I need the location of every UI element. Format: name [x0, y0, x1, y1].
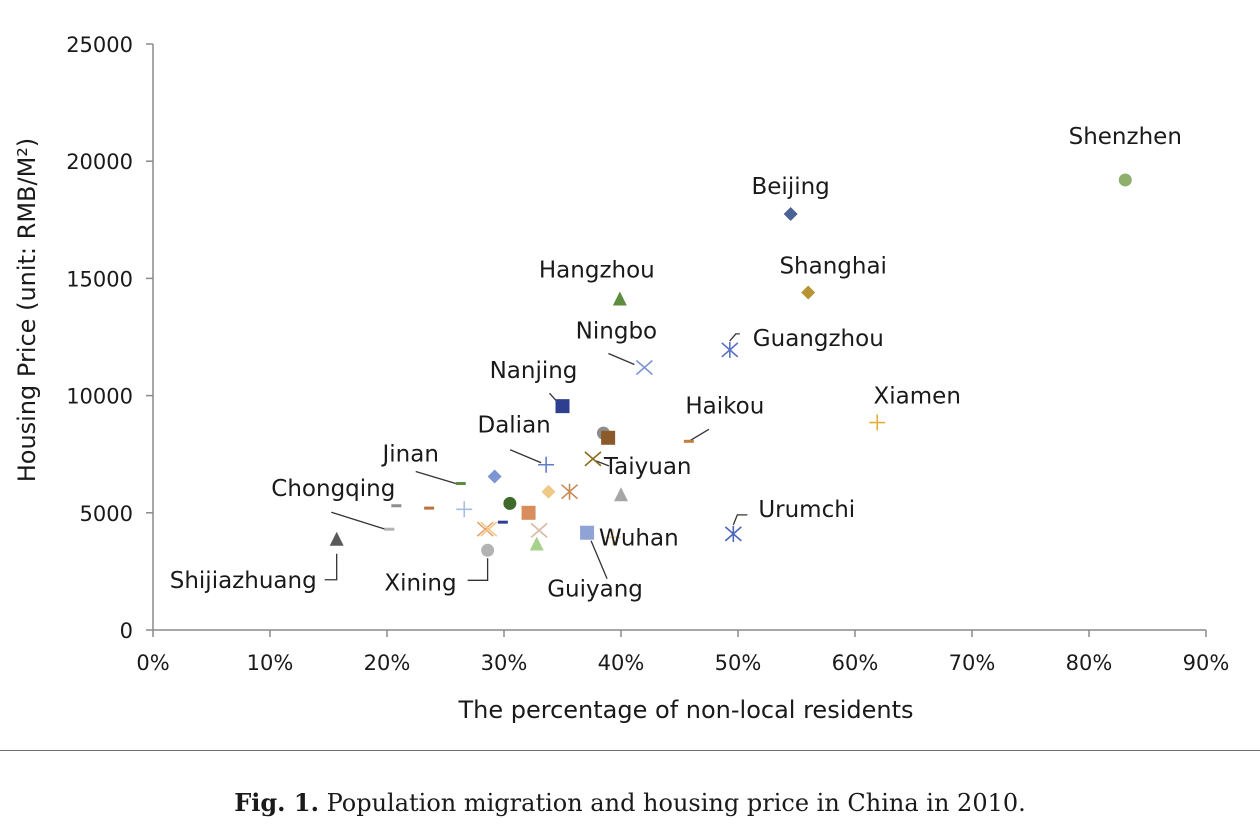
unlabeled-33-point [529, 536, 544, 551]
nanjing-label: Nanjing [490, 358, 578, 384]
xiamen-label: Xiamen [874, 384, 961, 410]
haikou-leader-line [688, 428, 710, 442]
guiyang-leader-line [590, 540, 608, 579]
beijing-label: Beijing [752, 174, 830, 200]
y-tick-label: 0 [120, 619, 133, 643]
guangzhou-label: Guangzhou [753, 326, 884, 352]
taiyuan-leader-line [595, 460, 610, 467]
x-axis-title: The percentage of non-local residents [457, 696, 913, 724]
shijiazhuang-leader-line [324, 553, 338, 581]
x-tick-label: 30% [481, 651, 528, 675]
x-tick-label: 10% [247, 651, 294, 675]
x-axis-ticks: 0% 10% 20% 30% 40% 50% 60% 70% 80% 90% [136, 630, 1229, 675]
haikou-label: Haikou [685, 393, 764, 419]
wuhan-point [604, 529, 621, 546]
unlabeled-23-point [560, 483, 579, 500]
scatter-chart: 0% 10% 20% 30% 40% 50% 60% 70% 80% 90% 0 5000 10000… [13, 33, 1229, 724]
urumchi-leader-line [732, 514, 748, 526]
urumchi-point [724, 525, 742, 542]
y-axis-ticks: 0 5000 10000 15000 20000 25000 [66, 33, 153, 643]
x-tick-label: 40% [598, 651, 645, 675]
city-labels: Shenzhen Beijing Shanghai Hangzhou Guangzhou… [170, 124, 1182, 603]
x-tick-label: 50% [715, 651, 762, 675]
data-markers [329, 173, 1132, 557]
figure-caption: Fig. 1. Population migration and housing… [0, 788, 1260, 817]
y-axis-title: Housing Price (unit: RMB/M²) [13, 138, 41, 483]
urumchi-label: Urumchi [758, 497, 855, 523]
wuhan-label: Wuhan [599, 525, 679, 551]
beijing-point [783, 206, 798, 221]
unlabeled-20-point [487, 469, 502, 484]
taiyuan-label: Taiyuan [603, 454, 692, 480]
nanjing-point [555, 399, 570, 414]
unlabeled-21-point [503, 496, 517, 510]
jinan-label: Jinan [380, 442, 438, 468]
y-tick-label: 15000 [66, 267, 133, 291]
y-tick-label: 10000 [66, 385, 133, 409]
y-tick-label: 20000 [66, 150, 133, 174]
dalian-leader-line [509, 449, 542, 464]
unlabeled-25-point [521, 505, 536, 520]
guiyang-point [580, 525, 595, 540]
shanghai-label: Shanghai [779, 253, 887, 279]
caption-text: Population migration and housing price i… [326, 789, 1026, 817]
shenzhen-point [1118, 173, 1132, 187]
guangzhou-leader-line [729, 333, 740, 342]
hangzhou-point [612, 291, 627, 306]
xining-leader-line [467, 558, 489, 581]
guiyang-label: Guiyang [547, 577, 643, 603]
unlabeled-19-point [601, 430, 616, 445]
shanghai-point [801, 285, 816, 300]
x-tick-label: 20% [364, 651, 411, 675]
chart-axes [152, 44, 1206, 631]
unlabeled-22-point [541, 484, 556, 499]
shenzhen-label: Shenzhen [1069, 124, 1182, 150]
figure-label: Fig. 1. [234, 788, 319, 817]
shijiazhuang-point [329, 531, 344, 546]
caption-divider [0, 750, 1260, 751]
y-tick-label: 25000 [66, 33, 133, 57]
dalian-point [538, 456, 555, 473]
unlabeled-30-point [480, 521, 498, 537]
ningbo-leader-line [608, 352, 635, 366]
xining-point [481, 543, 495, 557]
guangzhou-point [721, 341, 739, 358]
taiyuan-point [584, 451, 602, 467]
unlabeled-28-point [456, 501, 473, 518]
x-tick-label: 90% [1183, 651, 1230, 675]
dalian-label: Dalian [477, 413, 550, 439]
x-tick-label: 0% [136, 651, 169, 675]
xiamen-point [869, 414, 886, 431]
unlabeled-32-point [530, 522, 548, 538]
jinan-leader-line [415, 470, 456, 485]
ningbo-point [635, 359, 653, 376]
label-leader-lines [324, 333, 748, 581]
unlabeled-24-point [614, 487, 628, 502]
chongqing-leader-line [331, 511, 386, 530]
ningbo-label: Ningbo [576, 318, 657, 344]
x-tick-label: 60% [832, 651, 879, 675]
shijiazhuang-label: Shijiazhuang [170, 568, 317, 594]
unlabeled-29-point [476, 521, 494, 537]
y-tick-label: 5000 [80, 502, 133, 526]
hangzhou-label: Hangzhou [539, 257, 655, 283]
x-tick-label: 80% [1066, 651, 1113, 675]
xining-label: Xining [384, 570, 456, 596]
x-tick-label: 70% [949, 651, 996, 675]
chongqing-label: Chongqing [271, 476, 395, 502]
